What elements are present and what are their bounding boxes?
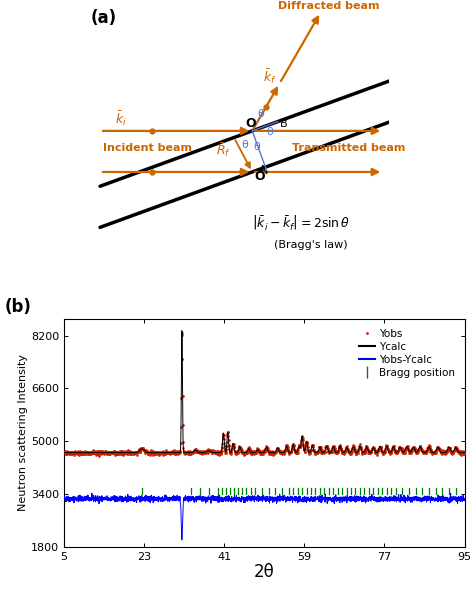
Y-axis label: Neutron scattering Intensity: Neutron scattering Intensity [18,355,28,511]
Text: $\bar{R}_f$: $\bar{R}_f$ [216,141,231,159]
Yobs-Ycalc [89,489,95,496]
Yobs [109,449,114,456]
Text: O: O [246,117,256,130]
Text: θ: θ [254,142,261,152]
Text: B: B [280,119,287,129]
Yobs-Ycalc [179,537,185,544]
Ycalc [61,449,67,456]
Yobs-Ycalc [61,495,67,502]
Yobs-Ycalc [232,494,238,501]
Line: Yobs: Yobs [63,332,465,457]
Text: θ: θ [258,109,264,119]
Yobs-Ycalc [107,496,113,503]
Text: Incident beam: Incident beam [103,142,192,152]
Text: $\left|\bar{k}_i - \bar{k}_f\right| = 2\sin\theta$: $\left|\bar{k}_i - \bar{k}_f\right| = 2\… [252,213,351,232]
Text: θ: θ [242,139,248,150]
Ycalc [462,449,467,456]
Legend: Yobs, Ycalc, Yobs-Ycalc, Bragg position: Yobs, Ycalc, Yobs-Ycalc, Bragg position [355,324,459,382]
Yobs [61,449,67,456]
Yobs-Ycalc [462,495,467,502]
Ycalc [411,444,417,451]
X-axis label: 2θ: 2θ [254,563,274,581]
Yobs [179,330,185,337]
Yobs-Ycalc [215,496,221,504]
Ycalc [232,449,238,456]
Text: $\bar{k}_i$: $\bar{k}_i$ [115,110,127,128]
Line: Yobs-Ycalc: Yobs-Ycalc [64,493,465,540]
Text: (b): (b) [5,298,32,316]
Ycalc [454,446,460,453]
Yobs-Ycalc [131,495,137,502]
Text: θ: θ [267,126,273,137]
Ycalc [215,449,220,456]
Text: (a): (a) [91,9,117,27]
Text: Diffracted beam: Diffracted beam [278,1,380,11]
Yobs [92,449,98,456]
Yobs [232,444,237,451]
Yobs [96,452,102,459]
Text: A: A [259,165,266,176]
Line: Ycalc: Ycalc [64,331,465,453]
Text: O': O' [255,170,269,183]
Ycalc [131,449,137,456]
Yobs [247,446,253,453]
Ycalc [179,327,185,335]
Yobs-Ycalc [454,495,460,502]
Text: $\bar{k}_f$: $\bar{k}_f$ [263,67,276,86]
Ycalc [107,449,112,456]
Text: (Bragg's law): (Bragg's law) [273,240,347,250]
Yobs [240,450,246,457]
Yobs [462,449,467,456]
Text: Transmitted beam: Transmitted beam [292,142,405,152]
Yobs [290,442,295,449]
Yobs-Ycalc [411,493,417,501]
